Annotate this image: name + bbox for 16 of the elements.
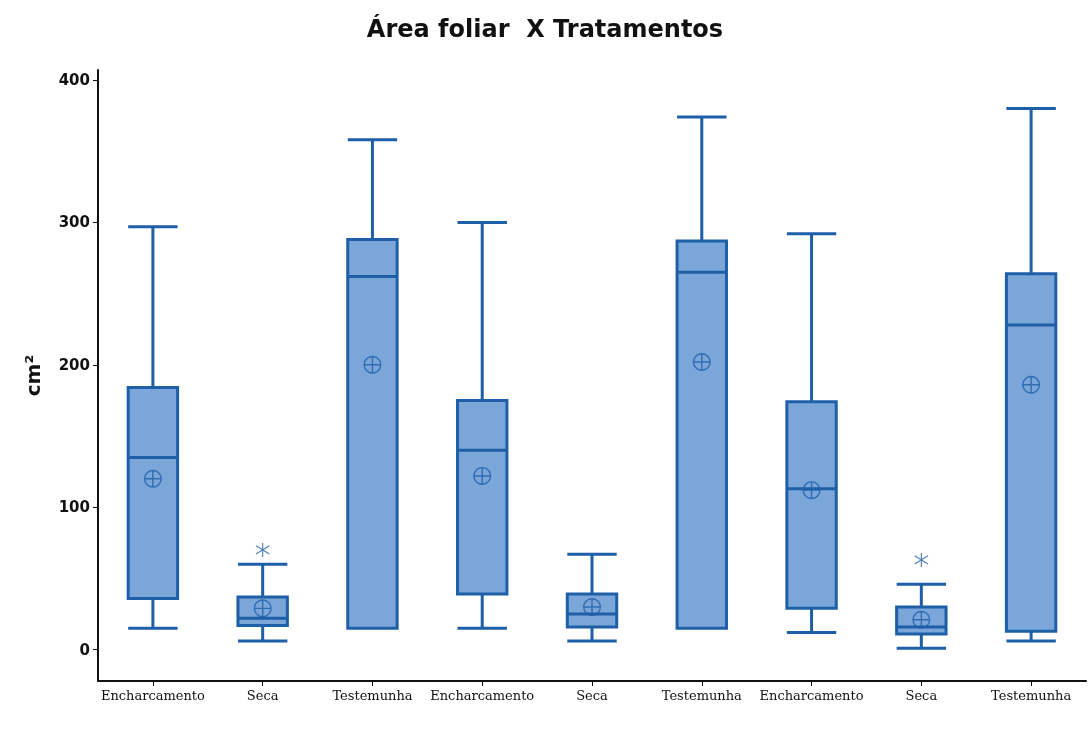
- x-tick-label: Testemunha: [332, 688, 413, 703]
- x-tick-label: Testemunha: [991, 688, 1072, 703]
- y-tick-label: 0: [79, 640, 90, 659]
- y-tick-label: 300: [58, 213, 90, 232]
- chart-title: Área foliar X Tratamentos: [366, 14, 724, 43]
- x-tick-label: Seca: [246, 688, 279, 703]
- y-tick-label: 200: [58, 355, 90, 374]
- y-axis-title: cm²: [21, 354, 45, 397]
- x-tick-label: Encharcamento: [430, 688, 535, 703]
- y-tick-label: 100: [58, 498, 90, 517]
- x-tick-label: Testemunha: [661, 688, 743, 703]
- x-tick-label: Seca: [576, 688, 609, 703]
- x-tick-label: Seca: [905, 688, 938, 703]
- y-tick-label: 400: [58, 70, 90, 89]
- x-tick-label: Encharcamento: [100, 688, 206, 703]
- x-tick-label: Encharcamento: [759, 688, 864, 703]
